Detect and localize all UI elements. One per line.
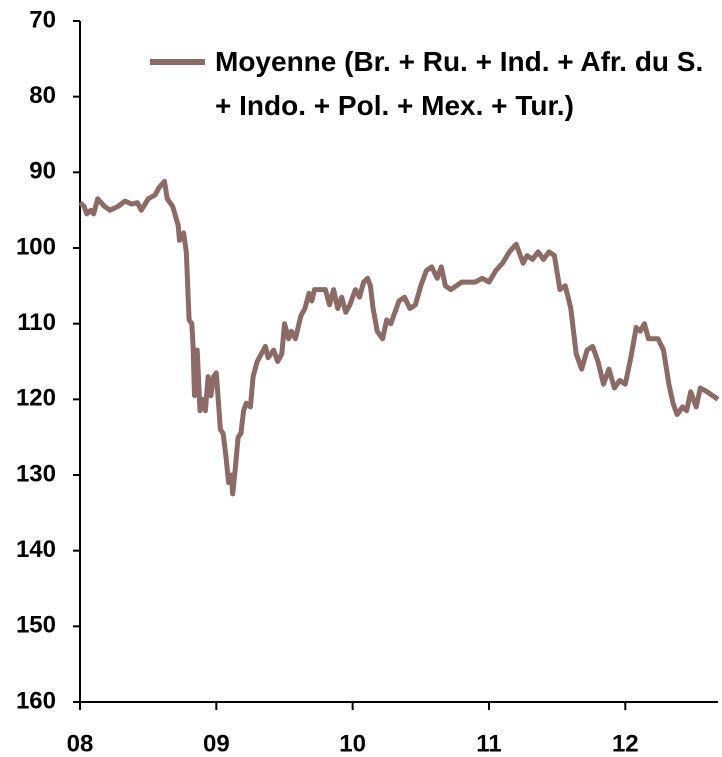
y-tick-label: 160 (16, 687, 56, 714)
y-tick-label: 80 (29, 82, 56, 109)
y-tick-label: 90 (29, 158, 56, 185)
x-tick-label: 11 (476, 730, 501, 757)
data-line (78, 178, 720, 497)
y-tick-label: 100 (16, 233, 56, 260)
y-tick-label: 110 (17, 309, 56, 336)
x-tick-label: 12 (612, 730, 639, 757)
y-tick-label: 70 (29, 6, 56, 33)
x-tick-label: 08 (67, 730, 94, 757)
legend-swatch (150, 59, 205, 65)
legend: Moyenne (Br. + Ru. + Ind. + Afr. du S. +… (150, 40, 722, 128)
legend-label: Moyenne (Br. + Ru. + Ind. + Afr. du S. +… (215, 46, 704, 121)
y-tick-label: 150 (16, 612, 56, 639)
y-tick-label: 140 (16, 536, 56, 563)
y-tick-label: 120 (16, 385, 56, 412)
x-tick-label: 10 (339, 730, 366, 757)
x-tick-label: 09 (203, 730, 230, 757)
y-tick-label: 130 (16, 460, 56, 487)
